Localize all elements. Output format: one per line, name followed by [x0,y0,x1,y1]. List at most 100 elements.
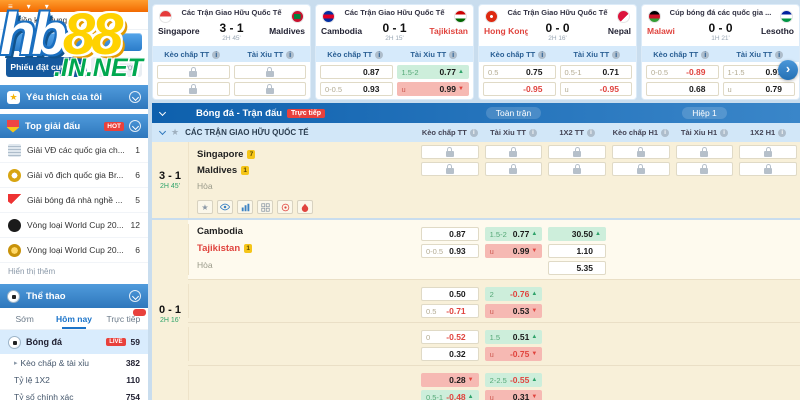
sidebar-item-market[interactable]: Tỷ lệ 1X2 110 [0,371,148,388]
odds-cell[interactable]: 5.35 [548,261,606,275]
locked-odds-cell [739,145,797,159]
info-icon[interactable] [661,128,670,137]
odds-cell[interactable]: 0.87 [320,65,393,79]
info-icon[interactable] [586,128,595,137]
chevron-down-icon[interactable] [158,127,167,136]
next-cards-button[interactable]: › [778,60,798,80]
odds-cell[interactable]: 0.28 ▼ [421,373,479,387]
odds-column-headers: Kèo chấp TT Tài Xỉu TT [479,46,636,62]
match-card-singapore-maldives[interactable]: Các Trận Giao Hữu Quốc Tế Singapore 3 - … [152,4,311,100]
odds-cell[interactable]: 0.5-1 0.71 [559,65,632,79]
info-icon[interactable] [286,50,295,59]
match-card-malawi-lesotho[interactable]: Cúp bóng đá các quốc gia ... Malawi 0 - … [641,4,800,100]
odds-cell[interactable]: u 0.31 ▼ [484,390,543,400]
odds-cell[interactable]: 0-0.5 0.93 [421,244,479,258]
sidebar-item-market[interactable]: Tỷ số chính xác 754 [0,388,148,400]
odds-cell[interactable]: u 0.53 ▼ [484,304,543,318]
odds-cell[interactable]: 0.87 [421,227,479,241]
odds-cell[interactable]: 0-0.5 0.93 [320,82,393,96]
sports-header[interactable]: Thể thao [0,284,148,308]
odds-cell[interactable]: 0 -0.52 [421,330,479,344]
account-button[interactable] [6,33,72,51]
info-icon[interactable] [449,50,458,59]
info-icon[interactable] [720,128,729,137]
first-half-group-label[interactable]: Hiệp 1 [609,107,800,119]
info-icon[interactable] [612,50,621,59]
chevron-down-icon[interactable] [158,108,167,116]
odds-cell[interactable]: u 0.79 [722,82,795,96]
sidebar-item-league[interactable]: Vòng loại World Cup 20... 12 [0,213,148,238]
info-icon[interactable] [469,128,478,137]
odds-cell[interactable]: u -0.75 ▼ [484,347,543,361]
sidebar-item-league[interactable]: Giải bóng đá nhà nghề ... 5 [0,188,148,213]
sidebar-item-league[interactable]: Vòng loại World Cup 20... 6 [0,238,148,263]
lock-icon [509,163,518,174]
odds-cell[interactable]: 2 -0.76 ▲ [484,287,543,301]
draw-label: Hòa [197,181,213,191]
info-icon[interactable] [528,128,537,137]
odds-cell[interactable]: 0.5 -0.71 [421,304,479,318]
flag-hongkong-icon [485,10,498,23]
dropdown-icon[interactable]: ▾ [26,1,31,11]
info-icon[interactable] [701,50,710,59]
betslip-button[interactable]: Phiếu đặt cược ⊙ [6,57,88,77]
score: 0 - 1 [158,304,181,316]
lock-icon [700,146,709,157]
odds-cell[interactable]: 0.5-1 -0.48 ▲ [421,390,479,400]
odds-cell[interactable]: u -0.95 [559,82,632,96]
league-header: CÁC TRẬN GIAO HỮU QUỐC TẾ [185,128,309,137]
tab-today[interactable]: Hôm nay [49,308,98,329]
hot-flame-button[interactable] [297,200,313,214]
table-column-headers: ★ CÁC TRẬN GIAO HỮU QUỐC TẾ Kèo chấp TT … [152,123,800,142]
chevron-down-icon[interactable] [129,120,141,132]
odds-cell[interactable]: -0.95 [483,82,556,96]
tab-live[interactable]: Trực tiếp [99,308,148,329]
live-match-cards: Các Trận Giao Hữu Quốc Tế Singapore 3 - … [152,4,800,100]
watch-eye-button[interactable] [217,200,233,214]
match-card-cambodia-tajikistan[interactable]: Các Trận Giao Hữu Quốc Tế Cambodia 0 - 1… [315,4,474,100]
tab-early[interactable]: Sớm [15,314,34,324]
sidebar-item-league[interactable]: Giải VĐ các quốc gia ch... 1 [0,138,148,163]
star-icon[interactable]: ★ [171,127,180,137]
locked-odds-cell [612,162,670,176]
stats-chart-button[interactable] [237,200,253,214]
match-card-hongkong-nepal[interactable]: Các Trận Giao Hữu Quốc Tế Hong Kong 0 - … [478,4,637,100]
target-button[interactable] [277,200,293,214]
locked-odds-cell [157,65,230,79]
odds-cell[interactable]: 2-2.5 -0.55 ▲ [484,373,543,387]
odds-cell[interactable]: 1.5 0.51 ▲ [484,330,543,344]
info-icon[interactable] [538,50,547,59]
odds-cell[interactable]: 1.10 [548,244,606,258]
dropdown-icon[interactable]: ▾ [44,1,49,11]
chevron-down-icon[interactable] [129,290,141,302]
odds-cell[interactable]: 0.32 [421,347,479,361]
info-icon[interactable] [775,50,784,59]
betboard-button[interactable]: Bảng cược [91,57,142,77]
odds-cell[interactable]: 1.5-2 0.77 ▲ [396,65,469,79]
deposit-button[interactable] [76,33,142,51]
chevron-down-icon[interactable] [129,91,141,103]
menu-icon[interactable]: ≡ [8,1,13,11]
sidebar-item-football[interactable]: Bóng đá LIVE 59 [0,330,148,354]
odds-cell[interactable]: u 0.99 ▼ [484,244,543,258]
info-icon[interactable] [212,50,221,59]
odds-cell[interactable]: 0.5 0.75 [483,65,556,79]
sidebar-item-market[interactable]: ▸ Kèo chấp & tài xỉu 382 [0,354,148,371]
odds-cell[interactable]: 0.50 [421,287,479,301]
odds-cell[interactable]: 1.5-2 0.77 ▲ [484,227,543,241]
info-icon[interactable] [375,50,384,59]
info-icon[interactable] [778,128,787,137]
favorites-header[interactable]: ★ Yêu thích của tôi [0,85,148,109]
odds-cell[interactable]: 0-0.5 -0.89 [646,65,719,79]
odds-cell[interactable]: 30.50 ▲ [548,227,606,241]
betslip-icon: ⊙ [75,61,83,72]
odds-cell[interactable]: 0.68 [646,82,719,96]
full-time-group-label[interactable]: Toàn trận [418,107,609,119]
top-leagues-header[interactable]: Top giải đấu HOT [0,114,148,138]
odds-cell[interactable]: u 0.99 ▼ [396,82,469,96]
show-more-link[interactable]: Hiển thị thêm [8,266,56,276]
league-trophy-icon [8,168,21,182]
sidebar-item-league[interactable]: Giải vô địch quốc gia Br... 6 [0,163,148,188]
lineup-grid-button[interactable] [257,200,273,214]
favorite-star-button[interactable]: ★ [197,200,213,214]
